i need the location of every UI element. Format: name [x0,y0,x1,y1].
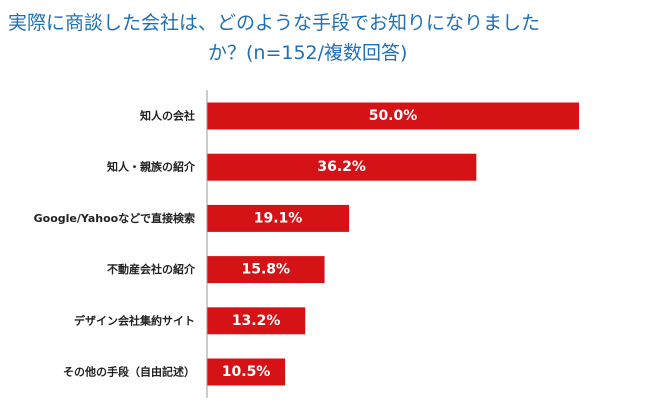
bar-5 [207,358,286,386]
bar-3 [207,256,325,284]
category-label-2: Google/Yahooなどで直接検索 [34,211,195,225]
bar-4 [207,307,306,335]
category-label-0: 知人の会社 [139,109,195,123]
chart-title: 実際に商談した会社は、どのような手段でお知りになりました か？(n=152/複数… [8,8,568,68]
bars-group [207,102,579,386]
category-label-5: その他の手段（自由記述） [63,365,195,379]
category-label-3: 不動産会社の紹介 [107,262,196,276]
category-label-1: 知人・親族の紹介 [106,160,196,174]
category-label-4: デザイン会社集約サイト [74,313,195,327]
bar-0 [207,102,579,130]
data-label-1: 36.2% [317,159,366,175]
chart-title-line-2: か？(n=152/複数回答) [208,42,408,64]
data-label-5: 10.5% [222,364,271,380]
data-label-4: 13.2% [232,313,281,329]
chart-title-line-1: 実際に商談した会社は、どのような手段でお知りになりました [8,12,541,34]
bar-2 [207,204,350,232]
labels-group: 50.0% 知人の会社 36.2% 知人・親族の紹介 19.1% Google/Yahoo… [34,108,418,380]
data-label-0: 50.0% [369,108,418,124]
data-label-2: 19.1% [254,210,303,226]
bar-1 [207,153,477,181]
data-label-3: 15.8% [241,262,290,278]
